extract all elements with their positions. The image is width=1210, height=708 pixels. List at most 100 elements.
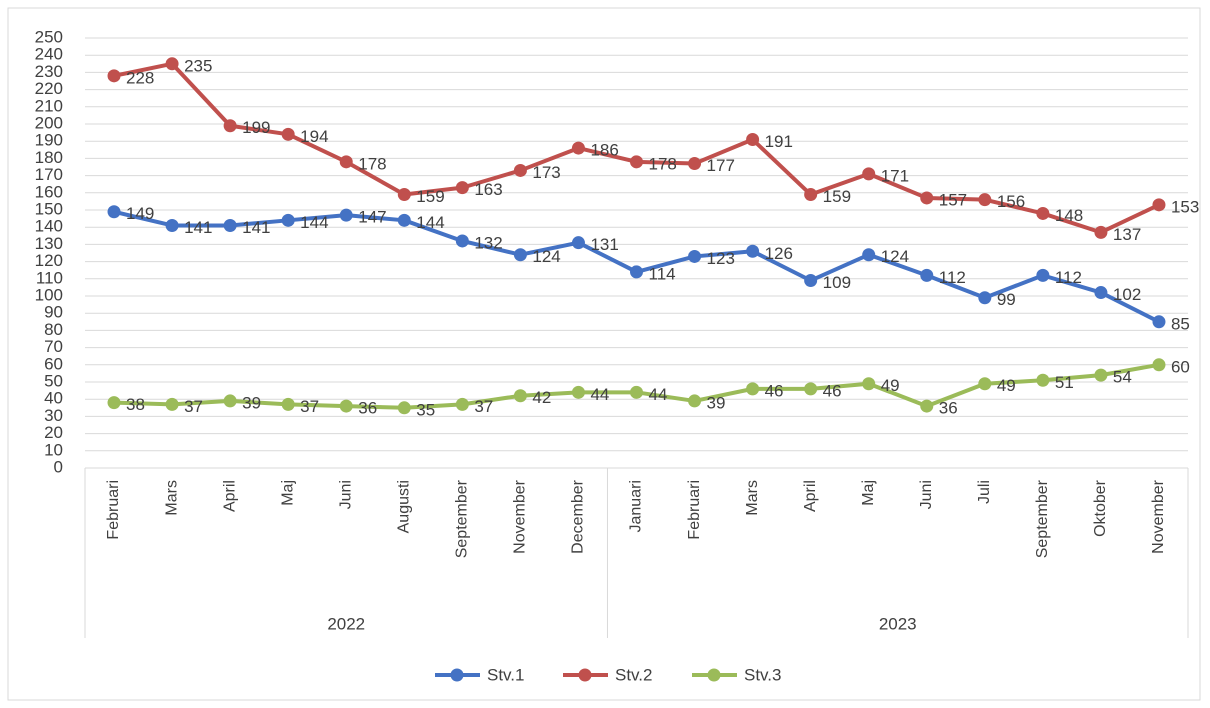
data-label: 157 <box>939 190 967 209</box>
y-tick-label: 180 <box>35 148 63 167</box>
point <box>513 389 527 403</box>
data-label: 159 <box>823 187 851 206</box>
chart-border <box>7 7 1201 701</box>
point <box>397 401 411 415</box>
data-label: 177 <box>707 156 735 175</box>
data-label: 228 <box>126 68 154 87</box>
data-label: 144 <box>416 213 444 232</box>
legend-marker <box>450 668 464 682</box>
x-tick-label: November <box>1150 479 1167 553</box>
y-tick-label: 110 <box>36 268 63 287</box>
point <box>862 167 876 181</box>
data-label: 124 <box>532 247 560 266</box>
data-label: 178 <box>649 154 677 173</box>
y-tick-label: 70 <box>44 337 63 356</box>
y-tick-label: 190 <box>35 131 63 150</box>
data-label: 85 <box>1171 314 1190 333</box>
y-tick-label: 130 <box>35 234 63 253</box>
data-label: 49 <box>881 376 900 395</box>
legend-marker <box>578 668 592 682</box>
point <box>571 236 585 250</box>
point <box>746 132 760 146</box>
data-label: 114 <box>649 264 676 283</box>
data-label: 99 <box>997 290 1016 309</box>
y-tick-label: 240 <box>35 45 63 64</box>
point <box>804 382 818 396</box>
data-label: 60 <box>1171 357 1190 376</box>
point <box>223 119 237 133</box>
data-label: 37 <box>474 397 493 416</box>
data-label: 126 <box>765 244 793 263</box>
data-label: 156 <box>997 192 1025 211</box>
point <box>571 141 585 155</box>
data-label: 186 <box>590 141 618 160</box>
point <box>1094 368 1108 382</box>
data-label: 36 <box>358 399 377 418</box>
y-tick-label: 10 <box>44 440 63 459</box>
point <box>1152 198 1166 212</box>
data-label: 163 <box>474 180 502 199</box>
point <box>513 163 527 177</box>
x-tick-label: Augusti <box>396 480 413 533</box>
x-tick-label: April <box>221 480 238 512</box>
point <box>339 208 353 222</box>
data-label: 102 <box>1113 285 1141 304</box>
y-tick-label: 40 <box>44 389 63 408</box>
data-label: 147 <box>358 208 386 227</box>
y-tick-label: 210 <box>35 96 63 115</box>
x-tick-label: Maj <box>860 480 877 506</box>
point <box>1036 206 1050 220</box>
y-tick-label: 80 <box>44 320 63 339</box>
point <box>1152 358 1166 372</box>
data-label: 112 <box>1055 268 1082 287</box>
point <box>455 397 469 411</box>
x-tick-label: Februari <box>686 480 703 540</box>
legend-marker <box>707 668 721 682</box>
y-tick-label: 20 <box>44 423 63 442</box>
point <box>455 181 469 195</box>
point <box>571 385 585 399</box>
point <box>107 205 121 219</box>
data-label: 39 <box>242 393 261 412</box>
data-label: 141 <box>242 218 270 237</box>
x-tick-label: Maj <box>279 480 296 506</box>
y-tick-label: 250 <box>35 27 63 46</box>
data-label: 144 <box>300 213 328 232</box>
point <box>1094 225 1108 239</box>
data-label: 42 <box>532 388 551 407</box>
y-tick-label: 50 <box>44 371 63 390</box>
y-tick-label: 60 <box>44 354 63 373</box>
point <box>746 244 760 258</box>
legend-label: Stv.2 <box>615 665 652 684</box>
point <box>455 234 469 248</box>
y-tick-label: 120 <box>35 251 63 270</box>
point <box>165 218 179 232</box>
point <box>630 265 643 279</box>
point <box>165 57 179 71</box>
point <box>978 291 992 305</box>
data-label: 49 <box>997 376 1016 395</box>
point <box>920 399 934 413</box>
data-label: 44 <box>649 385 668 404</box>
point <box>630 385 643 399</box>
point <box>804 274 818 288</box>
data-label: 173 <box>532 163 560 182</box>
x-tick-label: Juli <box>976 480 993 504</box>
data-label: 148 <box>1055 206 1083 225</box>
data-label: 178 <box>358 154 386 173</box>
x-tick-label: Juni <box>918 480 935 509</box>
data-label: 37 <box>300 397 319 416</box>
data-label: 109 <box>823 273 851 292</box>
point <box>513 248 527 262</box>
x-tick-label: Oktober <box>1092 479 1109 537</box>
data-label: 123 <box>707 249 735 268</box>
y-tick-label: 140 <box>35 217 63 236</box>
point <box>978 377 992 391</box>
data-label: 35 <box>416 400 435 419</box>
y-tick-label: 90 <box>44 303 63 322</box>
point <box>223 394 237 408</box>
y-tick-label: 150 <box>35 199 63 218</box>
point <box>281 213 295 227</box>
point <box>281 127 295 141</box>
